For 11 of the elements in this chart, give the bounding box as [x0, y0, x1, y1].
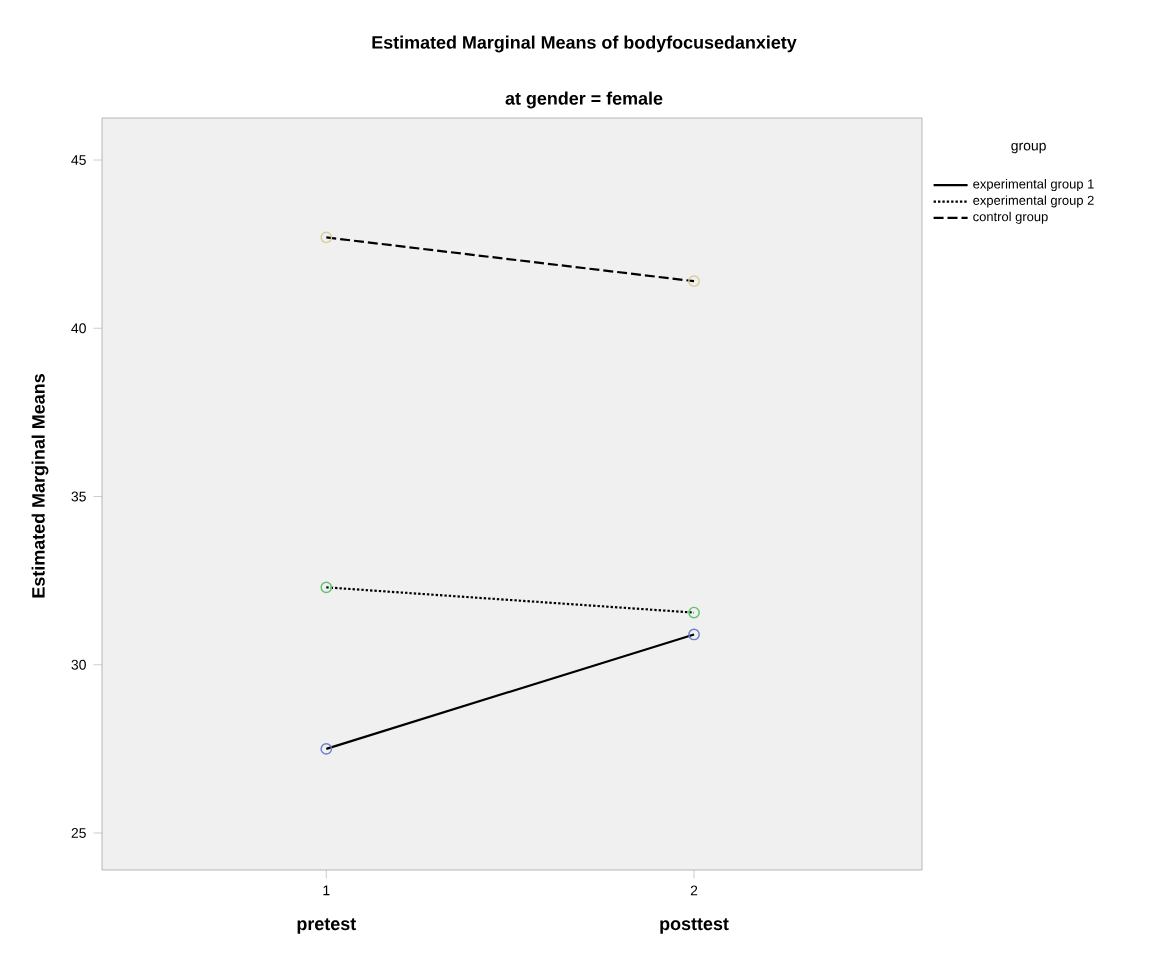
chart-title: Estimated Marginal Means of bodyfocusedanxiety: [372, 35, 797, 53]
point: [688, 628, 700, 641]
point: [320, 742, 333, 755]
point: [688, 606, 700, 619]
text: posttest: [660, 918, 729, 934]
point: [320, 231, 333, 244]
point: [688, 275, 700, 288]
point: [320, 581, 333, 594]
chart-subtitle: at gender = female: [505, 91, 663, 109]
text: pretest: [297, 918, 356, 934]
y-axis-title: Estimated Marginal Means: [31, 374, 49, 598]
